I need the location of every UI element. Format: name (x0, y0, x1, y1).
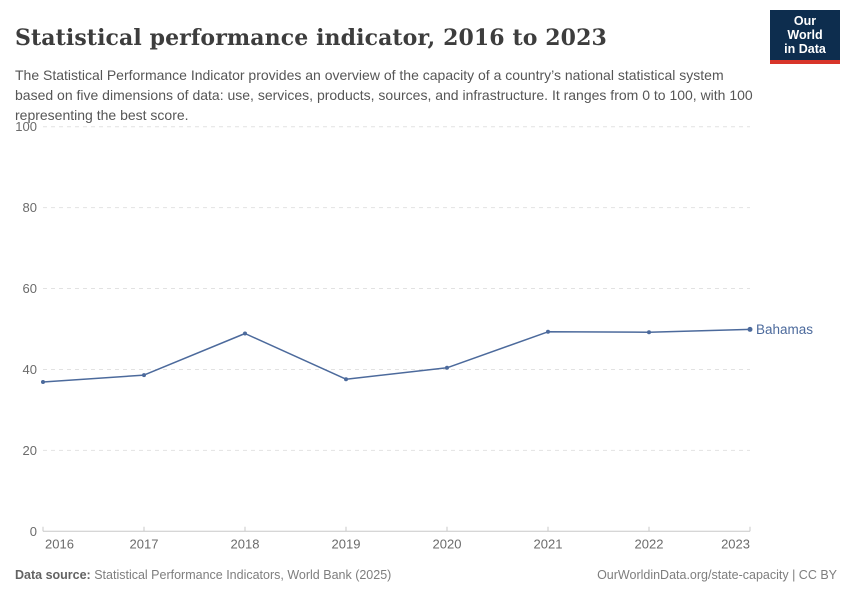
data-point-bahamas-2018[interactable] (243, 331, 247, 336)
y-tick-label-0: 0 (30, 524, 37, 539)
chart-subtitle: The Statistical Performance Indicator pr… (15, 67, 753, 123)
owid-logo-line1: Our World (787, 14, 823, 42)
data-source: Data source: Statistical Performance Ind… (15, 568, 391, 582)
data-point-bahamas-2017[interactable] (142, 373, 146, 378)
data-point-bahamas-2021[interactable] (546, 329, 550, 334)
chart-footer: Data source: Statistical Performance Ind… (15, 568, 837, 588)
chart-svg[interactable]: 0 20 40 60 80 100 2016 2017 2018 2019 2020 2021 2022… (0, 0, 850, 560)
attribution-link[interactable]: OurWorldinData.org/state-capacity | CC B… (597, 568, 837, 582)
y-tick-label-20: 20 (23, 443, 37, 458)
x-tick-label-2023: 2023 (721, 536, 750, 551)
x-tick-label-2021: 2021 (534, 536, 563, 551)
x-tick-label-2020: 2020 (433, 536, 462, 551)
y-tick-label-80: 80 (23, 200, 37, 215)
owid-logo-line2: in Data (784, 42, 826, 56)
x-tick-label-2017: 2017 (130, 536, 159, 551)
data-point-bahamas-2020[interactable] (445, 365, 449, 370)
y-tick-label-100: 100 (15, 119, 37, 134)
data-line-bahamas (42, 328, 751, 383)
y-tick-label-40: 40 (23, 362, 37, 377)
x-tick-label-2022: 2022 (635, 536, 664, 551)
data-point-bahamas-2016[interactable] (41, 380, 45, 384)
data-source-text: Statistical Performance Indicators, Worl… (90, 568, 392, 582)
data-point-bahamas-2023[interactable] (747, 326, 753, 332)
owid-logo[interactable]: Our World in Data (770, 10, 840, 64)
x-tick-label-2016: 2016 (45, 536, 74, 551)
x-tick-label-2019: 2019 (332, 536, 361, 551)
series-label-bahamas[interactable]: Bahamas (756, 322, 813, 337)
data-point-bahamas-2022[interactable] (647, 330, 651, 335)
data-source-label: Data source: (15, 568, 91, 582)
x-tick-label-2018: 2018 (231, 536, 260, 551)
data-point-bahamas-2019[interactable] (344, 377, 348, 382)
y-tick-label-60: 60 (23, 281, 37, 296)
chart-title: Statistical performance indicator, 2016 … (15, 24, 607, 51)
